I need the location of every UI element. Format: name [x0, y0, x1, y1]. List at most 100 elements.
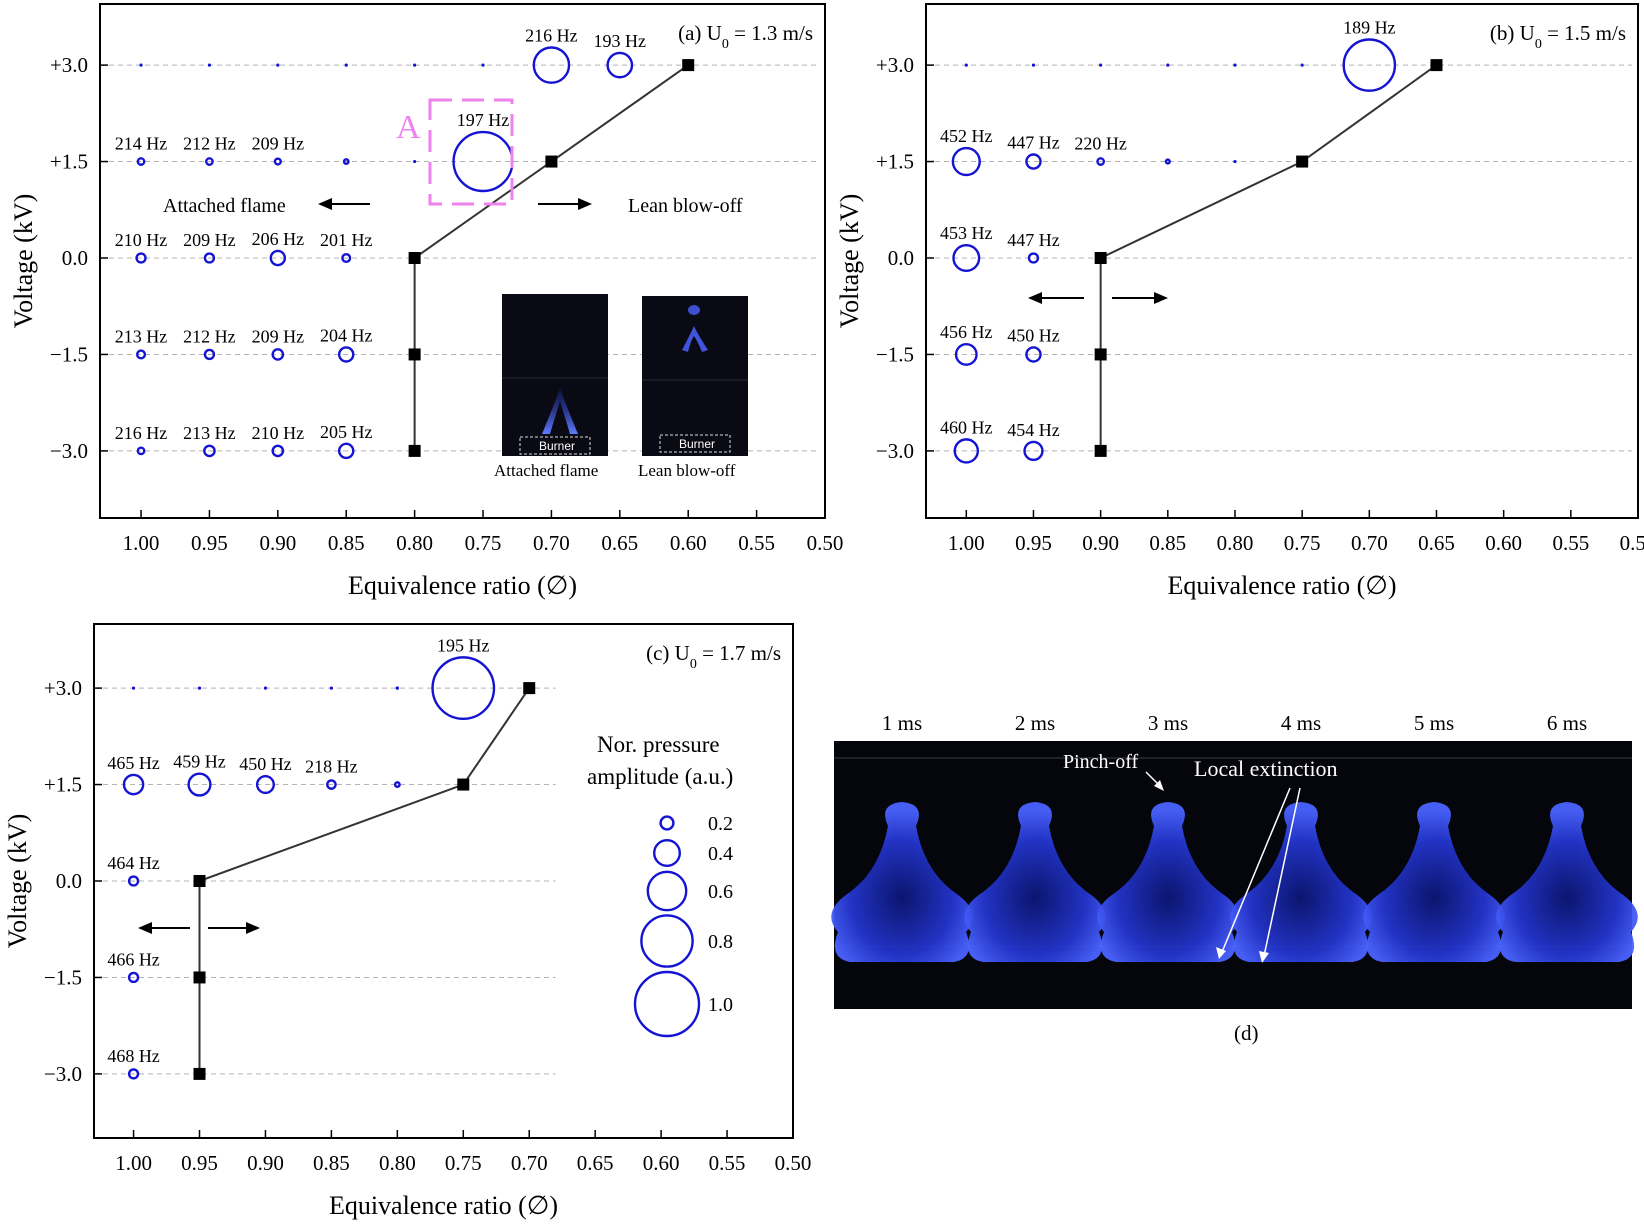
boundary-marker [193, 1067, 206, 1080]
frequency-label: 206 Hz [252, 229, 305, 249]
frequency-label: 452 Hz [940, 126, 993, 146]
amplitude-bubble [136, 157, 146, 166]
burner-box-right [659, 434, 731, 453]
x-tick-label: 0.70 [511, 1151, 548, 1175]
y-tick-label: −3.0 [876, 439, 914, 463]
amplitude-bubble [269, 249, 287, 267]
x-tick-label: 0.95 [181, 1151, 218, 1175]
frequency-label: 460 Hz [940, 417, 993, 437]
x-tick-label: 0.60 [670, 531, 707, 555]
amplitude-bubble [203, 348, 216, 361]
flame-shape [1363, 802, 1505, 962]
frequency-label: 212 Hz [183, 326, 236, 346]
region-a-label: A [396, 109, 421, 146]
amplitude-bubble [271, 348, 285, 361]
burner-box-left [519, 436, 591, 455]
legend-bubble-label: 1.0 [708, 994, 733, 1016]
y-axis-label: Voltage (kV) [9, 194, 38, 329]
amplitude-bubble [431, 656, 496, 721]
frequency-label: 466 Hz [107, 949, 160, 969]
boundary-marker [1094, 444, 1107, 457]
frequency-label: 456 Hz [940, 322, 993, 342]
x-tick-label: 0.60 [1485, 531, 1522, 555]
legend-bubble [640, 914, 694, 968]
panel-b-arrow-right-head [1154, 292, 1168, 304]
photo-caption-right: Lean blow-off [638, 461, 736, 480]
y-tick-label: 0.0 [62, 246, 88, 270]
frequency-label: 468 Hz [107, 1046, 160, 1066]
frequency-label: 209 Hz [183, 230, 236, 250]
amplitude-bubble [203, 444, 216, 458]
legend-bubble-label: 0.8 [708, 931, 733, 953]
amplitude-bubble [135, 252, 147, 264]
frequency-label: 189 Hz [1343, 18, 1396, 38]
photo-attached-flame-frame [502, 294, 608, 456]
arrow-right-head [578, 198, 592, 210]
amplitude-bubble [532, 46, 571, 84]
x-tick-label: 0.95 [1015, 531, 1052, 555]
local-extinction-label: Local extinction [1194, 756, 1338, 781]
boundary-marker [193, 971, 206, 984]
region-a-box [428, 98, 514, 206]
amplitude-bubble [964, 63, 968, 67]
x-tick-label: 0.85 [328, 531, 365, 555]
photo-caption-left: Attached flame [494, 461, 598, 480]
amplitude-bubble [341, 252, 352, 264]
extinction-arrow-2-head [1259, 951, 1269, 963]
amplitude-bubble [1233, 63, 1237, 67]
amplitude-bubble [606, 51, 634, 79]
y-axis-label: Voltage (kV) [835, 194, 864, 329]
x-tick-label: 0.75 [1284, 531, 1321, 555]
boundary-marker [193, 875, 206, 887]
amplitude-bubble [273, 157, 282, 166]
y-tick-label: +1.5 [876, 150, 914, 174]
amplitude-bubble [139, 63, 143, 67]
x-tick-label: 0.65 [577, 1151, 614, 1175]
frequency-label: 195 Hz [437, 635, 490, 655]
x-tick-label: 0.55 [738, 531, 775, 555]
amplitude-bubble [187, 772, 212, 797]
frequency-label: 212 Hz [183, 134, 236, 154]
legend-bubble [653, 839, 682, 868]
boundary-marker [523, 682, 536, 695]
amplitude-bubble [205, 157, 214, 166]
x-tick-label: 0.75 [465, 531, 502, 555]
frequency-label: 193 Hz [594, 31, 647, 51]
amplitude-bubble [1023, 440, 1044, 462]
boundary-marker [545, 155, 558, 168]
frequency-label: 205 Hz [320, 422, 373, 442]
amplitude-bubble [953, 438, 980, 464]
x-tick-label: 0.90 [247, 1151, 284, 1175]
amplitude-bubble [127, 875, 140, 887]
x-axis-label: Equivalence ratio (∅) [1167, 571, 1396, 600]
boundary-marker [408, 444, 421, 457]
x-tick-label: 0.65 [1418, 531, 1455, 555]
x-tick-label: 0.80 [1217, 531, 1254, 555]
x-tick-label: 0.70 [533, 531, 570, 555]
amplitude-bubble [1342, 38, 1397, 92]
x-tick-label: 1.00 [115, 1151, 152, 1175]
pinch-off-arrow-head [1154, 780, 1164, 791]
frequency-label: 450 Hz [1007, 325, 1060, 345]
legend-bubble [633, 970, 701, 1038]
lean-blowoff-label: Lean blow-off [628, 195, 743, 217]
panel-d-flame-sequence: 1 ms 2 ms 3 ms 4 ms 5 ms 6 ms Pinch-off Local… [831, 711, 1638, 1045]
x-tick-label: 0.85 [1149, 531, 1186, 555]
amplitude-bubble [1233, 159, 1237, 164]
x-axis-label: Equivalence ratio (∅) [348, 571, 577, 600]
amplitude-bubble [135, 349, 147, 360]
y-tick-label: +1.5 [44, 773, 82, 797]
amplitude-bubble [326, 779, 337, 790]
attached-flame-cone [542, 388, 578, 434]
plot-frame [99, 3, 826, 519]
amplitude-bubble [271, 444, 285, 458]
amplitude-bubble [1166, 63, 1170, 67]
amplitude-bubble [395, 686, 400, 690]
time-label: 3 ms [1148, 711, 1188, 735]
x-tick-label: 0.85 [313, 1151, 350, 1175]
boundary-marker [457, 778, 470, 791]
y-tick-label: 0.0 [888, 246, 914, 270]
extinction-arrow-2 [1263, 787, 1301, 957]
extinction-arrow-1-head [1216, 947, 1226, 959]
